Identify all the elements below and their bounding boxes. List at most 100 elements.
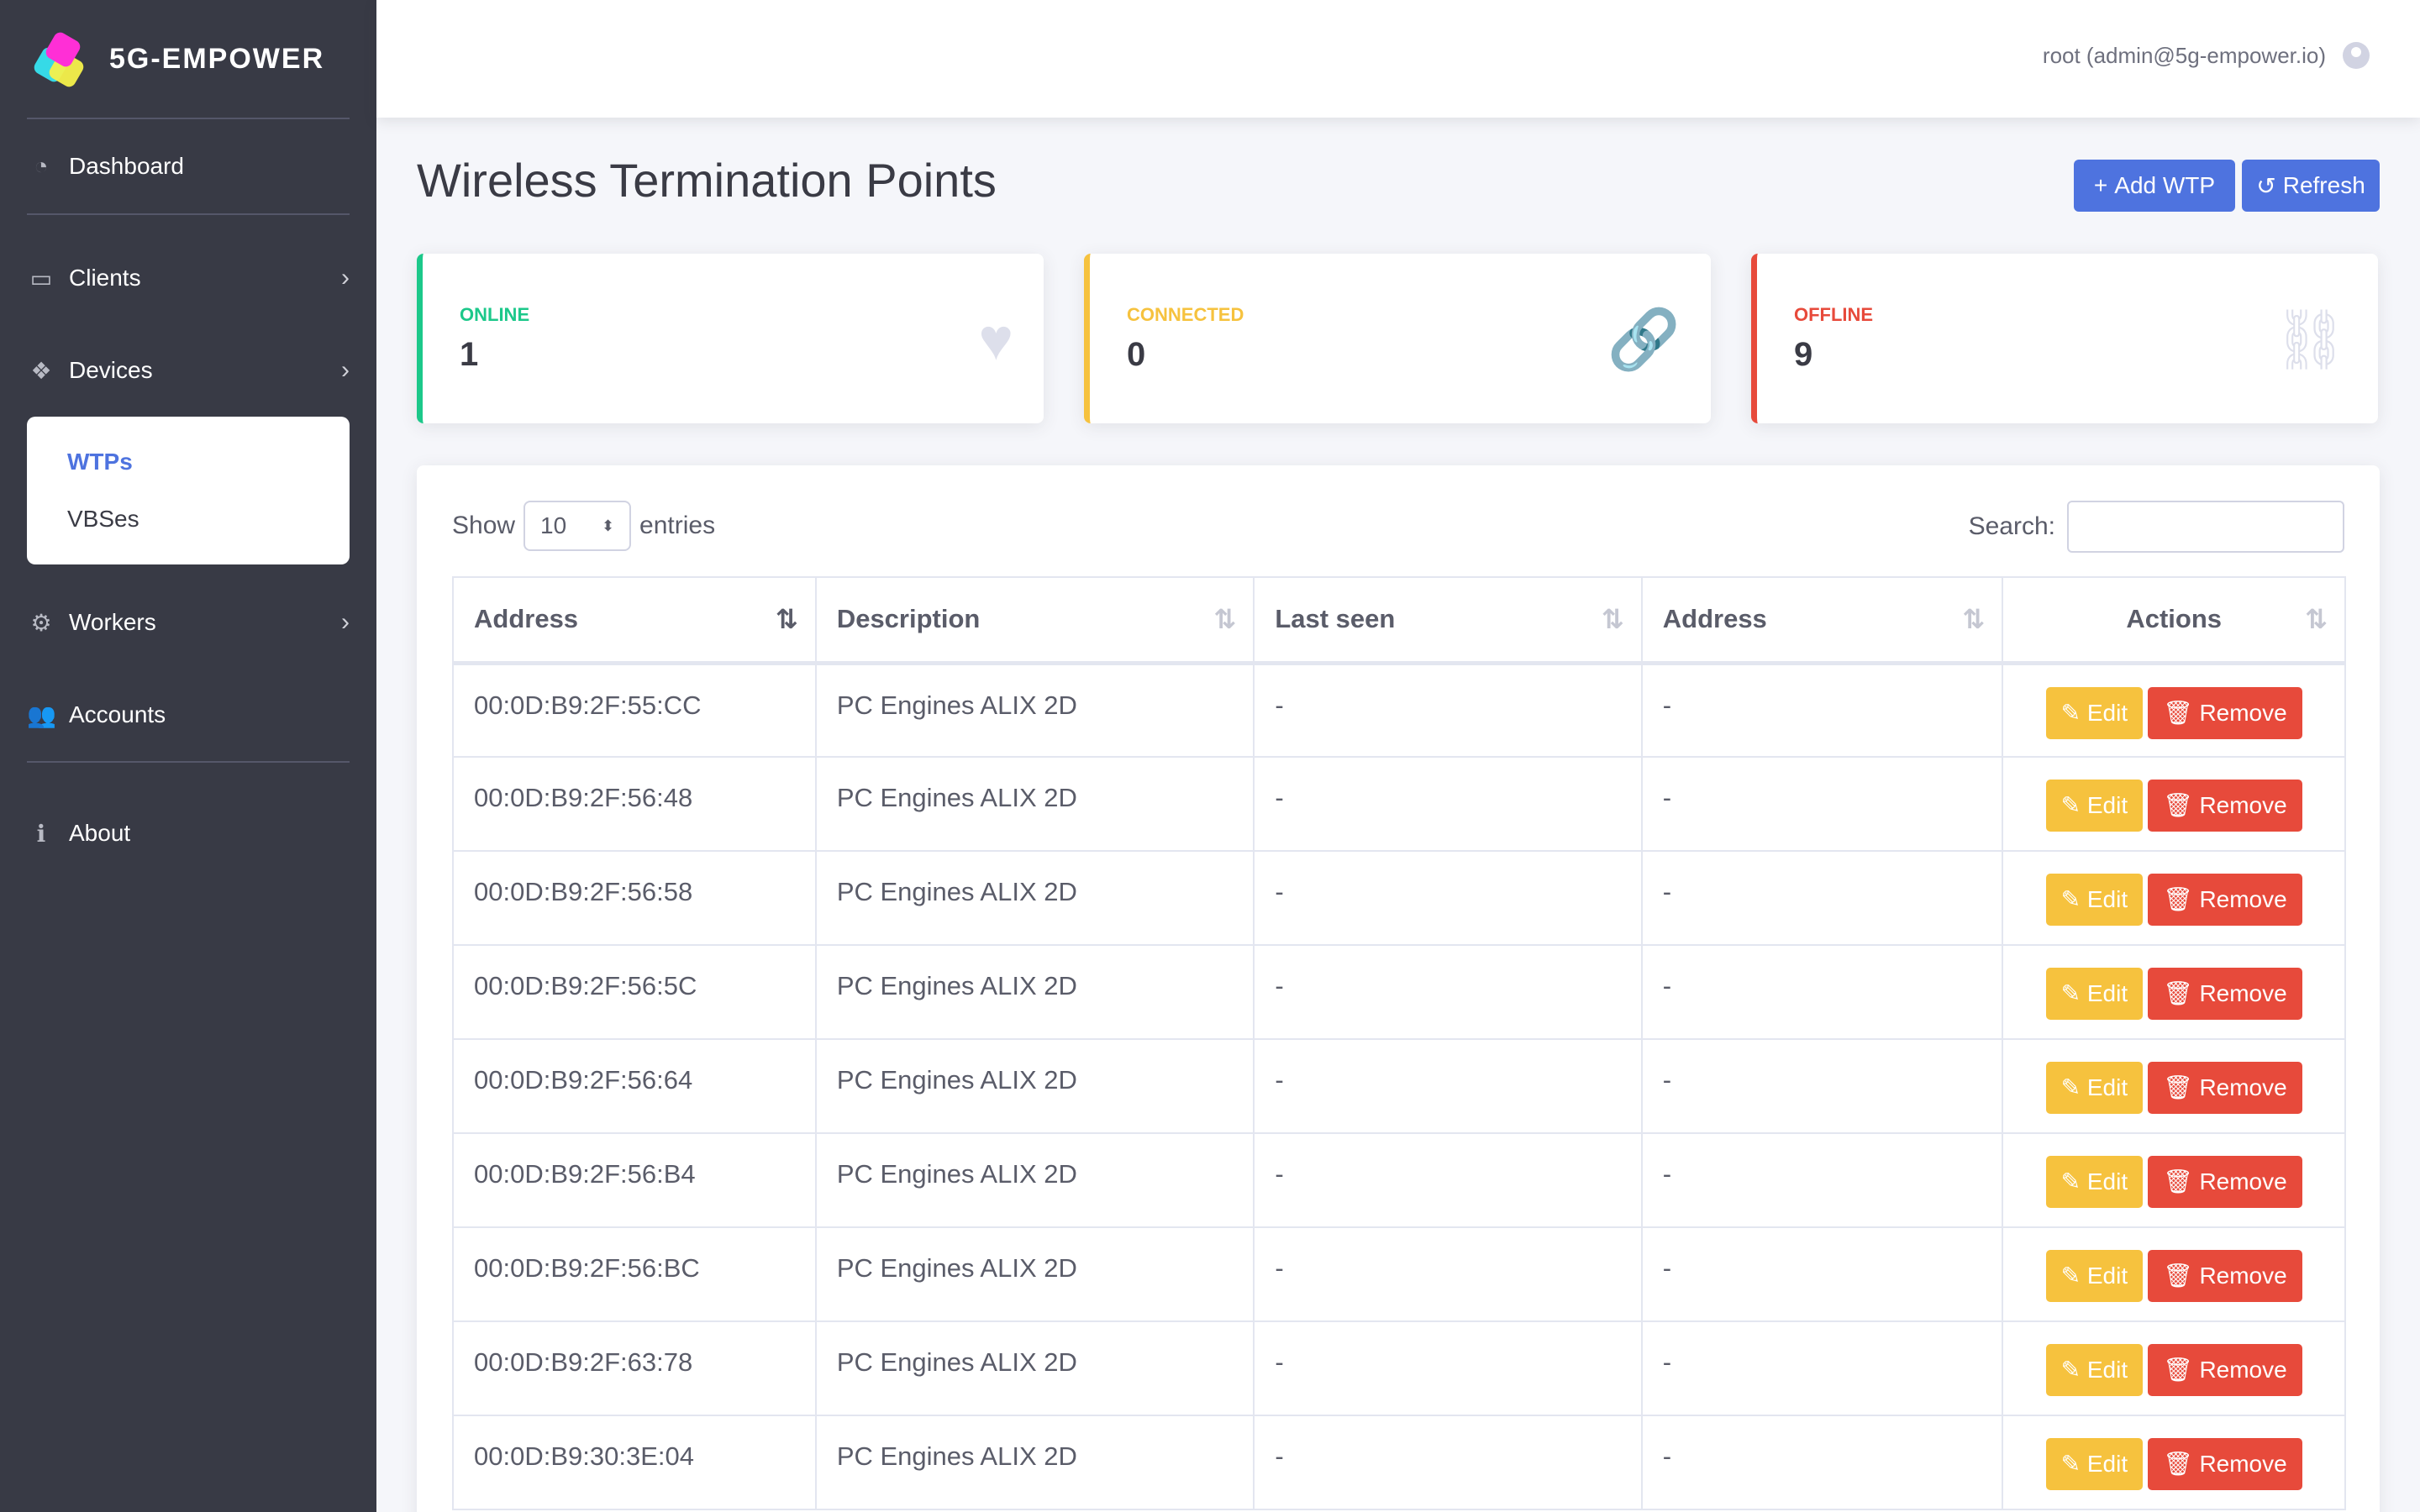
entries-label: entries	[639, 512, 716, 539]
entries-select[interactable]: 10 ⬍	[523, 501, 632, 551]
column-header-label: Description	[836, 604, 981, 634]
column-header-actions[interactable]: Actions ⇅	[2002, 576, 2346, 665]
sidebar-item-label: Clients	[69, 265, 141, 291]
table-row: 00:0D:B9:2F:56:B4 PC Engines ALIX 2D - - ✎ E…	[452, 1132, 2346, 1228]
cell-last-seen: -	[1253, 1415, 1643, 1510]
sidebar-item-label: Workers	[69, 609, 156, 635]
trash-icon: 🗑	[2163, 1168, 2200, 1194]
remove-label: Remove	[2199, 1451, 2287, 1477]
user-name: root (admin@5g-empower.io)	[2042, 42, 2326, 68]
cell-address-2: -	[1640, 1415, 2004, 1510]
sort-asc-icon: ⇅	[776, 604, 798, 634]
sidebar-divider	[27, 761, 350, 763]
edit-icon: ✎	[2060, 886, 2087, 912]
wtp-table-panel: Show 10 ⬍ entries Search: Address ⇅ Desc…	[417, 465, 2380, 1512]
sidebar: 5G-EMPOWER ◔ Dashboard ▭ Clients › ❖ Dev…	[0, 0, 376, 1512]
edit-button[interactable]: ✎ Edit	[2045, 1250, 2144, 1302]
remove-label: Remove	[2199, 980, 2287, 1006]
add-wtp-button[interactable]: + Add WTP	[2074, 160, 2235, 212]
column-header-description[interactable]: Description ⇅	[814, 576, 1255, 665]
cell-address-2: -	[1640, 1132, 2004, 1228]
page-title: Wireless Termination Points	[417, 154, 997, 207]
edit-label: Edit	[2086, 1357, 2128, 1383]
search-input[interactable]	[2067, 501, 2344, 553]
trash-icon: 🗑	[2163, 1451, 2200, 1477]
edit-button[interactable]: ✎ Edit	[2045, 1344, 2144, 1396]
edit-icon: ✎	[2060, 792, 2087, 818]
cell-last-seen: -	[1253, 1320, 1643, 1416]
online-count: 1	[460, 336, 479, 373]
chevron-right-icon: ›	[341, 264, 350, 291]
cell-description: PC Engines ALIX 2D	[814, 756, 1255, 852]
sidebar-divider	[27, 118, 350, 119]
sidebar-item-about[interactable]: ℹ About	[0, 793, 376, 874]
edit-button[interactable]: ✎ Edit	[2045, 1156, 2144, 1208]
cell-description: PC Engines ALIX 2D	[814, 1038, 1255, 1134]
column-header-address-2[interactable]: Address ⇅	[1640, 576, 2004, 665]
user-menu[interactable]: root (admin@5g-empower.io)	[2043, 42, 2370, 69]
table-row: 00:0D:B9:2F:56:48 PC Engines ALIX 2D - - ✎ E…	[452, 756, 2346, 852]
cell-address-2: -	[1640, 662, 2004, 758]
edit-button[interactable]: ✎ Edit	[2045, 1438, 2144, 1490]
edit-button[interactable]: ✎ Edit	[2045, 780, 2144, 832]
trash-icon: 🗑	[2163, 1263, 2200, 1289]
refresh-icon: ↺	[2256, 172, 2276, 199]
sidebar-item-label: About	[69, 820, 131, 846]
sidebar-item-label: Accounts	[69, 701, 166, 727]
sidebar-item-devices[interactable]: ❖ Devices ›	[0, 324, 376, 417]
info-icon: ℹ	[36, 820, 46, 847]
remove-button[interactable]: 🗑 Remove	[2148, 1344, 2302, 1396]
devices-cubes-icon: ❖	[30, 357, 52, 384]
edit-icon: ✎	[2060, 980, 2087, 1006]
edit-button[interactable]: ✎ Edit	[2045, 686, 2144, 739]
remove-button[interactable]: 🗑 Remove	[2148, 686, 2302, 739]
edit-button[interactable]: ✎ Edit	[2045, 1062, 2144, 1114]
column-header-address[interactable]: Address ⇅	[452, 576, 817, 665]
sort-icon: ⇅	[1962, 604, 1986, 634]
remove-button[interactable]: 🗑 Remove	[2148, 780, 2302, 832]
cell-actions: ✎ Edit 🗑 Remove	[2002, 756, 2346, 852]
link-icon: 🔗	[1607, 307, 1681, 372]
remove-button[interactable]: 🗑 Remove	[2148, 874, 2302, 926]
brand-name: 5G-EMPOWER	[109, 42, 325, 75]
remove-button[interactable]: 🗑 Remove	[2148, 968, 2302, 1020]
cell-address: 00:0D:B9:2F:63:78	[452, 1320, 817, 1416]
cell-description: PC Engines ALIX 2D	[814, 1320, 1255, 1416]
chevron-right-icon: ›	[341, 608, 350, 636]
refresh-button[interactable]: ↺ Refresh	[2242, 160, 2380, 212]
search-control: Search:	[1969, 501, 2344, 553]
remove-button[interactable]: 🗑 Remove	[2148, 1250, 2302, 1302]
brand[interactable]: 5G-EMPOWER	[0, 0, 376, 118]
edit-button[interactable]: ✎ Edit	[2045, 874, 2144, 926]
remove-button[interactable]: 🗑 Remove	[2148, 1156, 2302, 1208]
gear-icon: ⚙	[30, 609, 52, 636]
remove-button[interactable]: 🗑 Remove	[2148, 1062, 2302, 1114]
heart-icon: ♥	[978, 307, 1013, 372]
cell-description: PC Engines ALIX 2D	[814, 1226, 1255, 1322]
cell-last-seen: -	[1253, 944, 1643, 1040]
sidebar-item-workers[interactable]: ⚙ Workers ›	[0, 576, 376, 669]
cell-address: 00:0D:B9:2F:56:64	[452, 1038, 817, 1134]
column-header-last-seen[interactable]: Last seen ⇅	[1253, 576, 1643, 665]
sidebar-item-accounts[interactable]: 👥 Accounts	[0, 669, 376, 761]
connected-card: CONNECTED 0 🔗	[1084, 254, 1711, 423]
cell-address-2: -	[1640, 1038, 2004, 1134]
entries-control: Show 10 ⬍ entries	[452, 501, 715, 551]
sidebar-subitem-wtps[interactable]: WTPs	[67, 449, 133, 475]
edit-button[interactable]: ✎ Edit	[2045, 968, 2144, 1020]
sort-icon: ⇅	[1213, 604, 1237, 634]
sidebar-subitem-vbses[interactable]: VBSes	[67, 506, 139, 532]
cell-description: PC Engines ALIX 2D	[814, 944, 1255, 1040]
sidebar-item-clients[interactable]: ▭ Clients ›	[0, 232, 376, 324]
edit-icon: ✎	[2060, 1074, 2087, 1100]
cell-last-seen: -	[1253, 1226, 1643, 1322]
remove-button[interactable]: 🗑 Remove	[2148, 1438, 2302, 1490]
edit-label: Edit	[2086, 1168, 2128, 1194]
cell-actions: ✎ Edit 🗑 Remove	[2002, 1415, 2346, 1510]
cell-actions: ✎ Edit 🗑 Remove	[2002, 1320, 2346, 1416]
remove-label: Remove	[2199, 1263, 2287, 1289]
cell-address-2: -	[1640, 1226, 2004, 1322]
sidebar-item-dashboard[interactable]: ◔ Dashboard	[0, 119, 376, 213]
trash-icon: 🗑	[2163, 886, 2200, 912]
edit-label: Edit	[2086, 792, 2128, 818]
